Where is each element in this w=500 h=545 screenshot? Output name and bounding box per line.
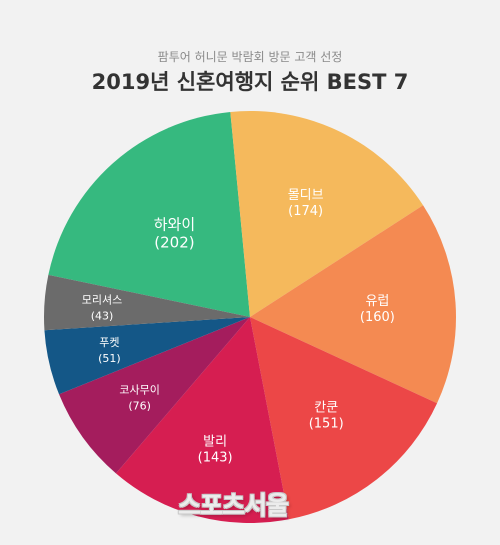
slice-label: 코사무이 xyxy=(119,383,159,396)
slice-value: (143) xyxy=(198,450,233,465)
pie-slice xyxy=(250,317,438,520)
watermark-logo: 스포츠서울 xyxy=(178,491,289,520)
pie-slice xyxy=(48,111,250,318)
slice-value: (151) xyxy=(309,416,344,431)
slice-value: (202) xyxy=(154,234,194,252)
slice-value: (160) xyxy=(360,310,395,325)
slice-label: 발리 xyxy=(203,434,227,449)
slice-value: (174) xyxy=(288,204,323,219)
slice-value: (51) xyxy=(98,352,121,365)
pie-slice xyxy=(59,317,250,474)
chart-subtitle: 팜투어 허니문 박람회 방문 고객 선정 xyxy=(157,50,343,64)
pie-slice xyxy=(250,205,456,404)
chart-title: 2019년 신혼여행지 순위 BEST 7 xyxy=(91,70,409,94)
slice-value: (76) xyxy=(128,399,151,412)
slice-value: (43) xyxy=(91,309,114,322)
pie-slice xyxy=(43,274,250,331)
slice-label: 모리셔스 xyxy=(82,293,122,306)
slice-label: 하와이 xyxy=(154,216,195,234)
pie-slice xyxy=(115,317,289,523)
slice-label: 유럽 xyxy=(365,294,389,309)
pie-slice xyxy=(230,111,424,318)
pie-slice xyxy=(44,317,250,395)
slice-label: 푸켓 xyxy=(99,336,119,349)
slice-label: 몰디브 xyxy=(288,188,324,203)
slice-label: 칸쿤 xyxy=(314,400,338,415)
